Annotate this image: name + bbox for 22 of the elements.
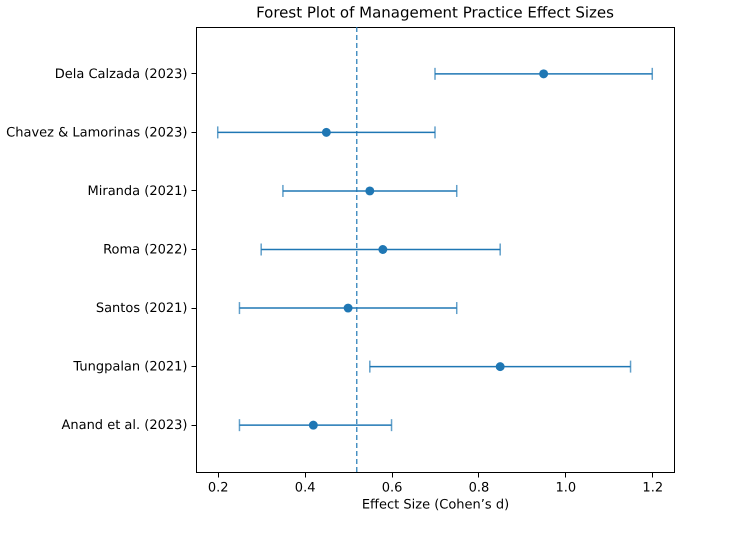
point	[322, 128, 331, 137]
point	[344, 304, 353, 313]
point	[496, 362, 505, 372]
y-tick-label: Miranda (2021)	[88, 184, 188, 199]
y-tick-label: Santos (2021)	[96, 301, 188, 316]
point	[539, 69, 548, 78]
x-tick-label: 0.2	[208, 480, 229, 496]
y-tick-label: Dela Calzada (2023)	[54, 66, 188, 82]
x-tick-label: 0.6	[382, 480, 402, 496]
point	[365, 186, 374, 196]
y-tick-label: Anand et al. (2023)	[61, 418, 188, 434]
y-tick-label: Roma (2022)	[103, 242, 188, 258]
x-tick-label: 0.8	[468, 480, 490, 496]
point	[308, 420, 318, 430]
y-tick-label: Chavez & Lamorinas (2023)	[6, 125, 188, 140]
y-tick-label: Tungpalan (2021)	[72, 360, 188, 375]
x-tick-label: 1.2	[642, 480, 664, 496]
point	[378, 245, 388, 254]
x-axis-title: Effect Size (Cohen’s d)	[362, 498, 510, 512]
chart-title: Forest Plot of Management Practice Effect Sizes	[256, 3, 614, 22]
x-tick-label: 0.4	[294, 480, 316, 496]
x-tick-label: 1.0	[556, 480, 576, 496]
